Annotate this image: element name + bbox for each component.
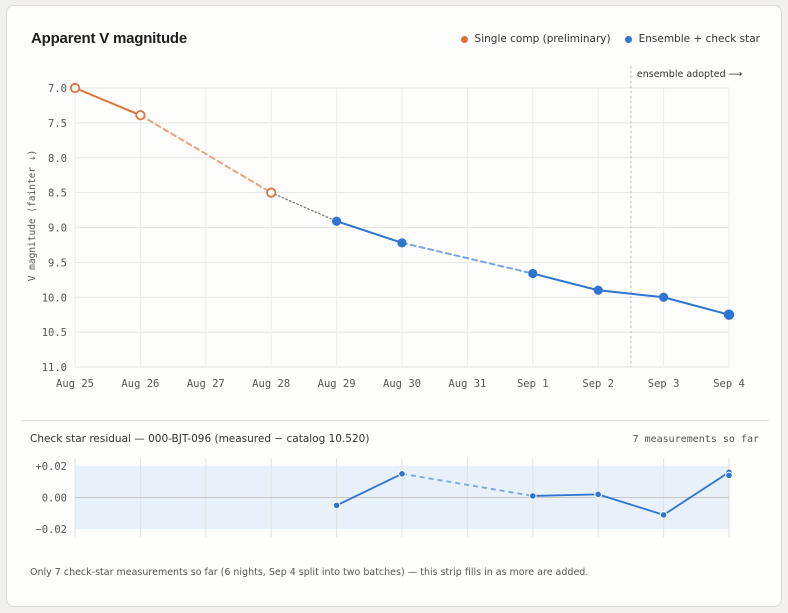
strip-y-tick-label: +0.02: [35, 461, 67, 473]
x-tick-label: Aug 25: [56, 378, 94, 390]
ensemble-series-segment: [597, 289, 665, 299]
y-tick-label: 8.0: [48, 153, 67, 165]
single-series-gap-segment: [139, 114, 273, 194]
x-tick-label: Aug 30: [383, 378, 421, 390]
ensemble-series-point: [723, 309, 735, 320]
y-tick-label: 8.5: [48, 188, 67, 200]
x-tick-label: Aug 28: [252, 378, 290, 390]
x-tick-label: Sep 4: [713, 378, 745, 390]
single-series-point: [135, 110, 146, 121]
x-tick-label: Sep 2: [582, 378, 614, 390]
legend-item-ensemble[interactable]: Ensemble + check star: [624, 33, 760, 45]
legend-label-single: Single comp (preliminary): [474, 33, 611, 45]
y-tick-label: 10.5: [42, 327, 67, 339]
strip-title: Check star residual — 000-BJT-096 (measu…: [30, 433, 370, 445]
x-tick-label: Sep 3: [648, 378, 680, 390]
magnitude-chart: 7.0 7.5 8.0 8.5 9.0 9.5 10.0 10.5 11.0 Aug 25 Aug …: [27, 66, 745, 390]
legend-item-single[interactable]: Single comp (preliminary): [460, 33, 611, 45]
ensemble-series-segment: [335, 220, 403, 244]
y-tick-label: 9.0: [48, 223, 67, 235]
ensemble-series-point: [397, 238, 407, 248]
residual-segment: [663, 471, 730, 516]
residual-point: [594, 490, 603, 499]
single-series-point: [266, 187, 277, 198]
ensemble-series-point: [593, 285, 603, 295]
ensemble-series-point: [332, 216, 342, 226]
ensemble-series-segment: [662, 296, 730, 316]
residual-strip: +0.02 0.00 −0.02: [35, 458, 733, 537]
y-tick-label: 9.5: [48, 257, 67, 269]
strip-count: 7 measurements so far: [632, 434, 759, 445]
residual-point: [332, 501, 341, 510]
legend-label-ensemble: Ensemble + check star: [638, 33, 760, 45]
ensemble-series-gap-segment: [401, 241, 534, 275]
ensemble-adopted-label: ensemble adopted ⟶: [637, 69, 743, 80]
residual-segment: [597, 493, 664, 516]
residual-segment: [336, 472, 403, 507]
strip-y-tick-label: 0.00: [42, 493, 67, 505]
residual-point: [529, 492, 537, 500]
strip-footnote: Only 7 check-star measurements so far (6…: [30, 567, 589, 578]
y-tick-label: 7.0: [48, 83, 67, 95]
residual-point: [659, 511, 668, 519]
ensemble-series-point: [528, 268, 538, 279]
single-series-segment: [74, 87, 142, 117]
legend-marker-ensemble: [624, 35, 632, 43]
x-tick-label: Sep 1: [517, 378, 549, 390]
transition-segment: [270, 191, 338, 222]
legend-marker-single: [460, 35, 468, 43]
y-tick-label: 11.0: [42, 362, 67, 374]
strip-y-tick-label: −0.02: [35, 524, 67, 536]
ensemble-series-segment: [531, 272, 600, 292]
x-tick-label: Aug 26: [121, 378, 159, 390]
x-tick-label: Aug 31: [448, 378, 486, 390]
residual-segment: [532, 493, 599, 497]
residual-point: [725, 471, 733, 480]
residual-segment: [401, 472, 533, 497]
x-tick-label: Aug 29: [318, 378, 356, 390]
section-divider: [21, 420, 769, 421]
y-tick-label: 7.5: [48, 118, 67, 130]
legend: Single comp (preliminary) Ensemble + che…: [460, 33, 760, 45]
ensemble-series-point: [659, 292, 669, 302]
chart-title: Apparent V magnitude: [31, 30, 188, 47]
residual-point: [398, 470, 406, 478]
y-tick-label: 10.0: [42, 292, 67, 304]
x-tick-label: Aug 27: [187, 378, 225, 390]
y-axis-label: V magnitude (fainter ↓): [27, 150, 38, 282]
single-series-point: [69, 82, 81, 94]
